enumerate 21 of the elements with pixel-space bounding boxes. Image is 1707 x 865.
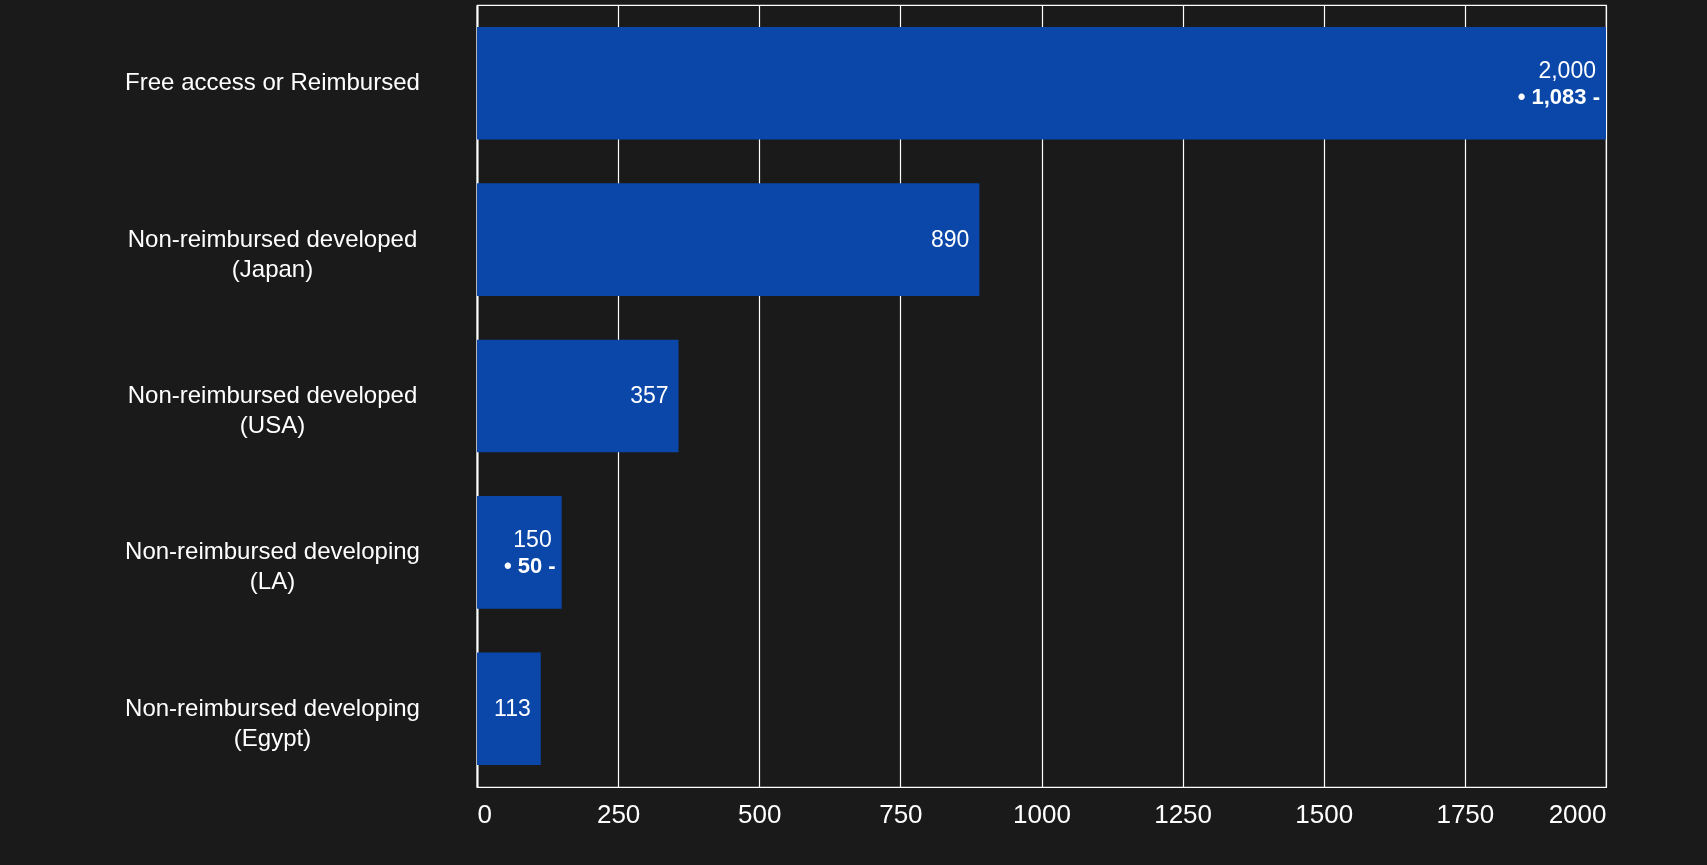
- y-tick-label: Non-reimbursed developing (LA): [125, 537, 420, 595]
- x-tick-label: 0: [477, 798, 492, 829]
- data-label: 113: [494, 694, 531, 721]
- data-label: 890: [931, 225, 970, 252]
- x-tick-label: 2000: [1548, 798, 1607, 829]
- y-tick-label: Non-reimbursed developing (Egypt): [125, 693, 420, 751]
- x-tick-label: 500: [738, 798, 782, 829]
- annotation: • 1,083 -: [1517, 84, 1600, 110]
- data-label: 150: [513, 526, 552, 553]
- x-tick-label: 1000: [1013, 798, 1071, 829]
- y-tick-label: Non-reimbursed developed (USA): [127, 381, 418, 438]
- x-tick-label: 1500: [1295, 798, 1354, 829]
- x-tick-label: 1250: [1154, 798, 1213, 829]
- data-label: 357: [630, 382, 669, 408]
- y-tick-label: Non-reimbursed developed (Japan): [127, 224, 418, 282]
- data-label: 2,000: [1538, 57, 1596, 84]
- x-tick-label: 750: [879, 798, 923, 829]
- annotation: • 50 -: [503, 553, 556, 579]
- x-tick-label: 250: [596, 798, 641, 829]
- y-tick-label: Free access or Reimbursed: [125, 68, 420, 96]
- x-tick-label: 1750: [1436, 798, 1495, 829]
